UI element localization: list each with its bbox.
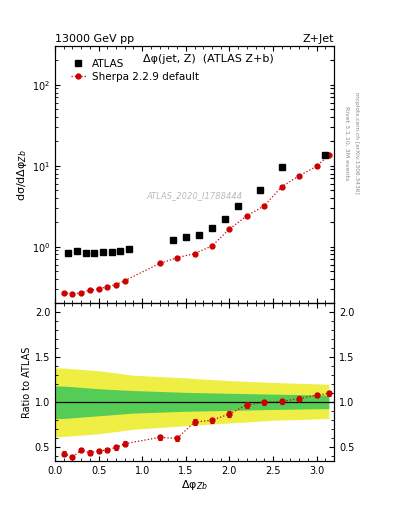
ATLAS bbox=[109, 248, 114, 254]
ATLAS bbox=[66, 250, 70, 256]
ATLAS bbox=[74, 248, 79, 254]
Sherpa 2.2.9 default bbox=[209, 243, 214, 249]
ATLAS bbox=[101, 249, 105, 255]
Sherpa 2.2.9 default bbox=[88, 287, 92, 293]
Sherpa 2.2.9 default bbox=[175, 254, 180, 261]
Sherpa 2.2.9 default bbox=[105, 284, 110, 290]
Sherpa 2.2.9 default bbox=[327, 152, 331, 158]
Text: mcplots.cern.ch [arXiv:1306.3436]: mcplots.cern.ch [arXiv:1306.3436] bbox=[354, 93, 359, 194]
ATLAS bbox=[196, 232, 201, 238]
Sherpa 2.2.9 default bbox=[70, 291, 75, 297]
Sherpa 2.2.9 default bbox=[262, 203, 267, 209]
Text: Rivet 3.1.10, 3M events: Rivet 3.1.10, 3M events bbox=[344, 106, 349, 181]
ATLAS bbox=[209, 225, 214, 231]
Sherpa 2.2.9 default bbox=[227, 226, 232, 232]
Text: 13000 GeV pp: 13000 GeV pp bbox=[55, 34, 134, 44]
Text: Δφ(jet, Z)  (ATLAS Z+b): Δφ(jet, Z) (ATLAS Z+b) bbox=[143, 54, 274, 64]
Y-axis label: dσ/dΔφ$_{Zb}$: dσ/dΔφ$_{Zb}$ bbox=[15, 148, 29, 201]
Sherpa 2.2.9 default bbox=[79, 290, 84, 296]
Text: Z+Jet: Z+Jet bbox=[303, 34, 334, 44]
ATLAS bbox=[127, 246, 132, 252]
ATLAS bbox=[92, 250, 97, 256]
Sherpa 2.2.9 default bbox=[279, 184, 284, 190]
Sherpa 2.2.9 default bbox=[61, 290, 66, 296]
ATLAS bbox=[83, 250, 88, 256]
Sherpa 2.2.9 default bbox=[244, 213, 249, 219]
ATLAS bbox=[257, 187, 262, 193]
Text: ATLAS_2020_I1788444: ATLAS_2020_I1788444 bbox=[147, 190, 242, 200]
Sherpa 2.2.9 default bbox=[157, 261, 162, 267]
X-axis label: Δφ$_{Zb}$: Δφ$_{Zb}$ bbox=[181, 478, 208, 493]
ATLAS bbox=[236, 203, 241, 209]
Line: Sherpa 2.2.9 default: Sherpa 2.2.9 default bbox=[61, 153, 331, 296]
Sherpa 2.2.9 default bbox=[192, 250, 197, 257]
Legend: ATLAS, Sherpa 2.2.9 default: ATLAS, Sherpa 2.2.9 default bbox=[69, 56, 200, 84]
ATLAS bbox=[118, 248, 123, 254]
Line: ATLAS: ATLAS bbox=[65, 152, 329, 257]
ATLAS bbox=[323, 152, 328, 158]
ATLAS bbox=[184, 234, 188, 241]
Sherpa 2.2.9 default bbox=[114, 282, 118, 288]
Sherpa 2.2.9 default bbox=[297, 173, 301, 179]
ATLAS bbox=[223, 216, 228, 222]
ATLAS bbox=[171, 237, 175, 243]
Sherpa 2.2.9 default bbox=[96, 286, 101, 292]
ATLAS bbox=[279, 164, 284, 170]
Sherpa 2.2.9 default bbox=[123, 278, 127, 284]
Y-axis label: Ratio to ATLAS: Ratio to ATLAS bbox=[22, 346, 32, 418]
Sherpa 2.2.9 default bbox=[314, 163, 319, 169]
